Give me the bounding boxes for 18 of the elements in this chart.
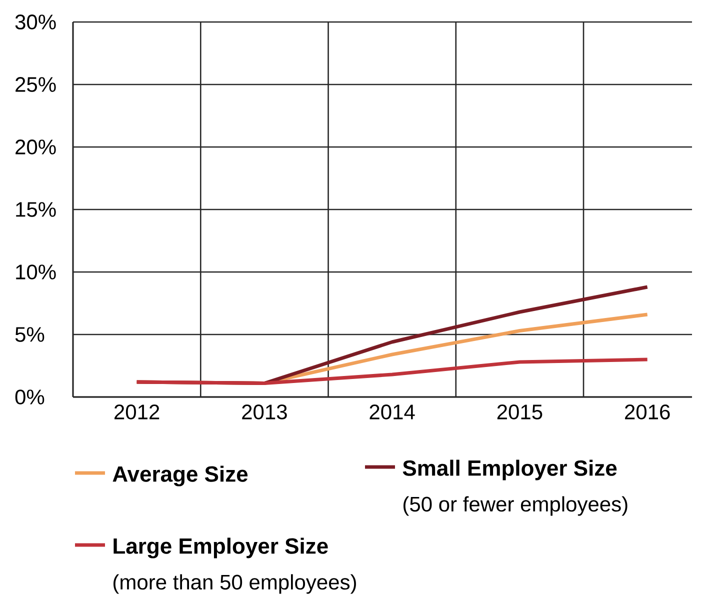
y-tick-label: 30% bbox=[15, 14, 56, 30]
text: (more than 50 employees) bbox=[114, 574, 356, 594]
y-tick-label: 10% bbox=[16, 264, 56, 280]
line-series bbox=[135, 358, 650, 385]
legend-label: Small Employer Size bbox=[402, 460, 617, 480]
x-tick-label: 2012 bbox=[114, 404, 160, 420]
y-tick-label: 0% bbox=[15, 390, 44, 404]
y-tick-label: 20% bbox=[16, 140, 56, 154]
y-tick-label: 5% bbox=[15, 327, 44, 342]
legend-label: Large Employer Size bbox=[114, 538, 328, 558]
x-tick-label: 2014 bbox=[370, 404, 415, 420]
legend-label: Average Size bbox=[112, 466, 248, 486]
x-tick-label: 2016 bbox=[625, 404, 670, 420]
x-tick-label: 2015 bbox=[497, 404, 542, 420]
y-tick-label: 15% bbox=[16, 202, 56, 217]
y-tick-label: 25% bbox=[16, 77, 56, 92]
text: (50 or fewer employees) bbox=[404, 496, 628, 516]
x-tick-label: 2013 bbox=[242, 404, 287, 420]
